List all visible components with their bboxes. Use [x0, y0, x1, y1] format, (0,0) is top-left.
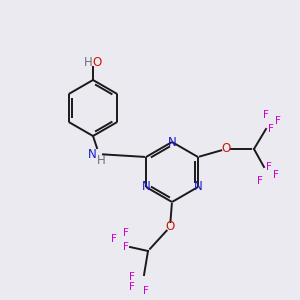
Text: F: F [143, 286, 149, 296]
Text: H: H [97, 154, 105, 167]
Text: F: F [129, 272, 135, 282]
Text: F: F [263, 110, 269, 120]
Text: F: F [273, 170, 279, 180]
Text: F: F [123, 228, 129, 238]
Text: N: N [194, 181, 202, 194]
Text: N: N [142, 181, 150, 194]
Text: F: F [257, 176, 263, 186]
Text: O: O [221, 142, 231, 155]
Text: N: N [168, 136, 176, 148]
Text: F: F [266, 162, 272, 172]
Text: O: O [92, 56, 102, 68]
Text: F: F [123, 242, 129, 252]
Text: O: O [165, 220, 175, 233]
Text: H: H [84, 56, 92, 68]
Text: N: N [88, 148, 96, 160]
Text: F: F [268, 124, 274, 134]
Text: F: F [129, 282, 135, 292]
Text: F: F [275, 116, 281, 126]
Text: F: F [111, 234, 117, 244]
